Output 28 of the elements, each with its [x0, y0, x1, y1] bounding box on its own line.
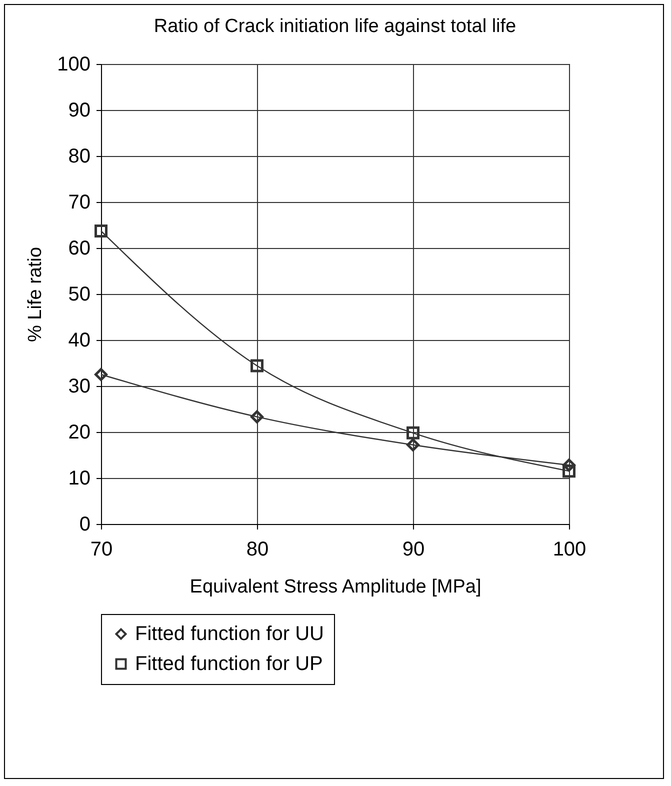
- point: [562, 458, 576, 472]
- y-tick-label: 60: [68, 238, 90, 260]
- point: [250, 359, 264, 372]
- chart-title: Ratio of Crack initiation life against total life: [154, 16, 516, 37]
- y-tick-label: 20: [68, 422, 90, 444]
- point: [406, 438, 420, 452]
- x-tick-label: 80: [246, 538, 269, 560]
- legend-label: Fitted function for UU: [135, 623, 324, 645]
- y-tick-label: 0: [79, 514, 90, 536]
- x-axis-title: Equivalent Stress Amplitude [MPa]: [190, 576, 482, 598]
- point: [94, 368, 108, 381]
- y-tick-label: 80: [68, 146, 90, 168]
- y-tick-label: 10: [68, 468, 90, 490]
- y-tick-label: 40: [68, 330, 90, 352]
- point: [94, 224, 108, 238]
- legend-label: Fitted function for UP: [135, 653, 323, 675]
- y-tick-label: 30: [68, 376, 90, 398]
- point: [250, 410, 264, 424]
- y-tick-label: 50: [68, 284, 90, 306]
- x-tick-label: 90: [402, 538, 425, 560]
- y-tick-label: 100: [57, 54, 90, 76]
- point: [406, 426, 420, 440]
- point: [562, 464, 576, 478]
- x-tick-label: 70: [90, 538, 113, 560]
- y-tick-label: 70: [68, 192, 90, 214]
- x-tick-label: 100: [552, 538, 586, 560]
- y-axis-title: % Life ratio: [25, 246, 46, 342]
- y-tick-label: 90: [68, 100, 90, 122]
